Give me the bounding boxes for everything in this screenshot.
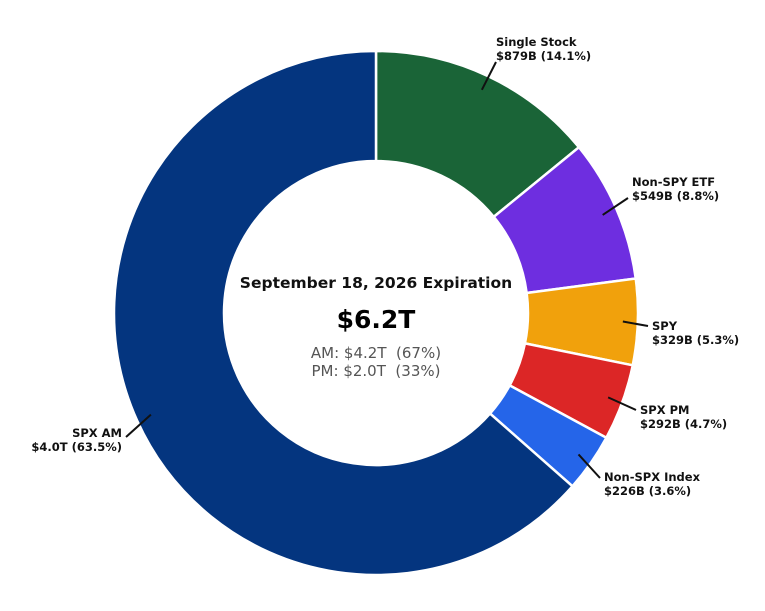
- label-name-non-spy-etf: Non-SPY ETF: [632, 175, 715, 189]
- leader-lines: [125, 61, 649, 479]
- label-name-non-spx-index: Non-SPX Index: [604, 470, 701, 484]
- leader-spx-am: [125, 413, 152, 438]
- label-value-non-spx-index: $226B (3.6%): [604, 484, 691, 498]
- center-am-line: AM: $4.2T (67%): [311, 344, 441, 362]
- center-pm-line: PM: $2.0T (33%): [312, 362, 441, 380]
- leader-non-spy-etf: [602, 197, 629, 216]
- label-value-spx-am: $4.0T (63.5%): [31, 440, 122, 454]
- donut-center: September 18, 2026 Expiration $6.2T AM: …: [240, 274, 512, 380]
- label-name-single-stock: Single Stock: [496, 35, 577, 49]
- slice-spx-am: [112, 49, 575, 577]
- leader-non-spx-index: [577, 453, 601, 479]
- label-value-spx-pm: $292B (4.7%): [640, 417, 727, 431]
- leader-spy: [622, 320, 649, 327]
- label-value-spy: $329B (5.3%): [652, 333, 739, 347]
- center-total: $6.2T: [337, 305, 416, 334]
- label-name-spx-pm: SPX PM: [640, 403, 689, 417]
- label-name-spx-am: SPX AM: [72, 426, 122, 440]
- donut-slices: [112, 49, 640, 577]
- label-value-non-spy-etf: $549B (8.8%): [632, 189, 719, 203]
- slice-labels: Single Stock$879B (14.1%) Non-SPY ETF$549…: [31, 35, 739, 498]
- leader-spx-pm: [607, 396, 637, 411]
- center-title: September 18, 2026 Expiration: [240, 274, 512, 292]
- label-name-spy: SPY: [652, 319, 678, 333]
- leader-single-stock: [480, 61, 497, 91]
- label-value-single-stock: $879B (14.1%): [496, 49, 591, 63]
